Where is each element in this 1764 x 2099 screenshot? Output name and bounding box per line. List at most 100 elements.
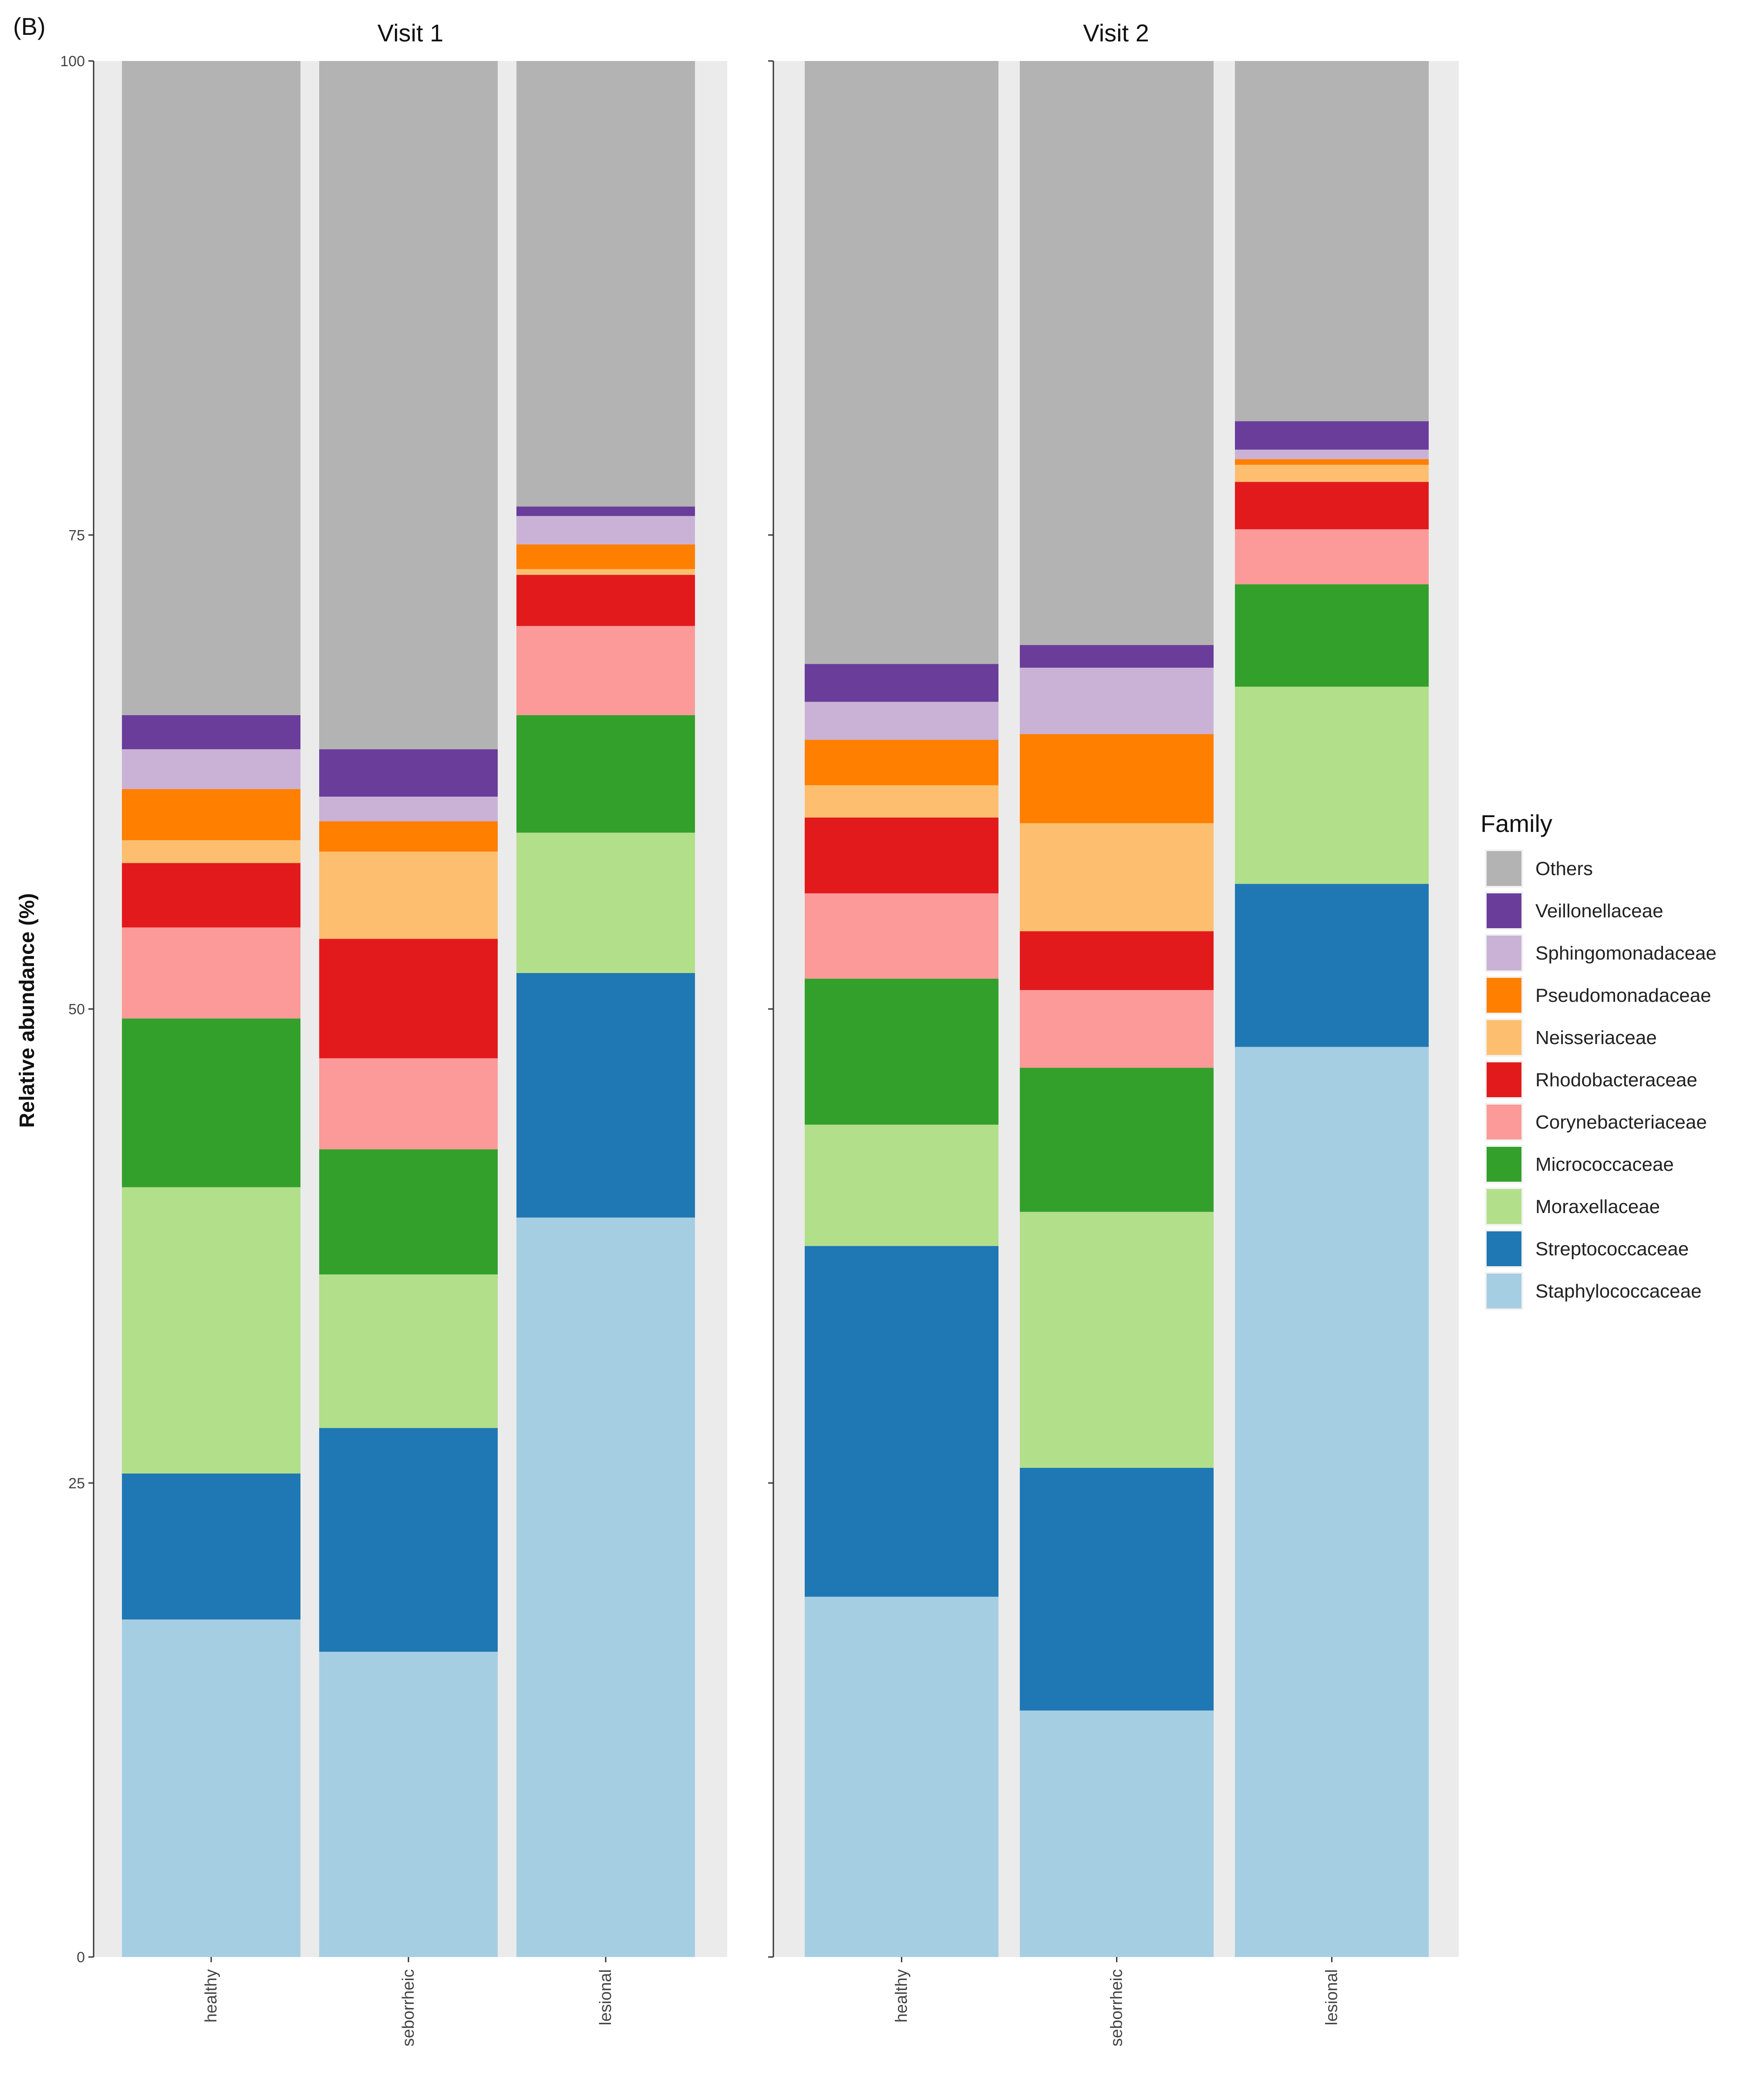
legend-item-corynebacteriaceae: Corynebacteriaceae: [1485, 1103, 1707, 1141]
bar-segment-sphingomonadaceae: [122, 749, 300, 789]
bar-segment-others: [1235, 61, 1429, 422]
bar-segment-others: [122, 61, 300, 715]
bar-segment-moraxellaceae: [122, 1187, 300, 1474]
bar-segment-pseudomonadaceae: [516, 544, 695, 569]
bar-segment-moraxellaceae: [516, 832, 695, 973]
x-tick-label: seborrheic: [1108, 1969, 1126, 2046]
legend-item-sphingomonadaceae: Sphingomonadaceae: [1485, 934, 1717, 972]
bar-segment-neisseriaceae: [516, 569, 695, 575]
legend-swatch: [1487, 1062, 1521, 1097]
bar-segment-micrococcaceae: [319, 1149, 498, 1274]
x-tick-label: seborrheic: [399, 1969, 418, 2046]
panel-1: Visit 1 0 25 50 75 100 healthy seborrheic lesion…: [60, 19, 727, 2046]
legend-label: Others: [1535, 858, 1593, 879]
legend-label: Micrococcaceae: [1535, 1154, 1674, 1175]
bar-segment-pseudomonadaceae: [1020, 734, 1214, 823]
bar-segment-moraxellaceae: [1235, 686, 1429, 884]
bar-segment-staphylococcaceae: [516, 1217, 695, 1957]
bar-seborrheic: seborrheic: [319, 61, 498, 2046]
bar-segment-others: [1020, 61, 1214, 645]
legend-label: Neisseriaceae: [1535, 1027, 1657, 1048]
bar-segment-pseudomonadaceae: [122, 789, 300, 841]
panel-title: Visit 1: [378, 19, 443, 47]
bar-segment-veillonellaceae: [122, 715, 300, 750]
bar-segment-rhodobacteraceae: [122, 863, 300, 928]
bar-segment-neisseriaceae: [805, 785, 998, 818]
bar-segment-rhodobacteraceae: [1235, 482, 1429, 530]
legend-item-veillonellaceae: Veillonellaceae: [1485, 892, 1663, 930]
bar-lesional: lesional: [1235, 61, 1429, 2025]
y-tick-label: 75: [68, 527, 85, 544]
bar-segment-moraxellaceae: [319, 1274, 498, 1428]
legend-swatch: [1487, 936, 1521, 970]
bar-segment-sphingomonadaceae: [516, 516, 695, 545]
y-tick-label: 50: [68, 1001, 85, 1018]
bar-segment-rhodobacteraceae: [805, 817, 998, 893]
legend-item-micrococcaceae: Micrococcaceae: [1485, 1145, 1674, 1183]
legend-swatch: [1487, 1105, 1521, 1139]
bar-segment-corynebacteriaceae: [1020, 990, 1214, 1068]
bar-segment-micrococcaceae: [516, 715, 695, 833]
bar-segment-neisseriaceae: [122, 840, 300, 863]
x-tick-label: healthy: [202, 1969, 220, 2023]
legend-label: Veillonellaceae: [1535, 900, 1663, 922]
bar-segment-corynebacteriaceae: [516, 626, 695, 715]
legend-label: Corynebacteriaceae: [1535, 1112, 1707, 1133]
legend-item-neisseriaceae: Neisseriaceae: [1485, 1018, 1657, 1057]
bar-segment-micrococcaceae: [122, 1018, 300, 1187]
legend-swatch: [1487, 1189, 1521, 1224]
legend-item-others: Others: [1485, 849, 1593, 888]
legend-swatch: [1487, 1020, 1521, 1055]
panel-label: (B): [13, 13, 46, 40]
legend-swatch: [1487, 1231, 1521, 1266]
y-tick-label: 100: [60, 53, 85, 70]
legend-item-pseudomonadaceae: Pseudomonadaceae: [1485, 976, 1711, 1014]
bar-segment-corynebacteriaceae: [319, 1058, 498, 1149]
bar-segment-corynebacteriaceae: [1235, 529, 1429, 585]
legend-label: Pseudomonadaceae: [1535, 985, 1711, 1006]
bar-segment-sphingomonadaceae: [1235, 450, 1429, 460]
bar-healthy: healthy: [122, 61, 300, 2023]
bar-segment-pseudomonadaceae: [319, 821, 498, 852]
legend: Family Others Veillonellaceae Sphingomonad…: [1481, 810, 1717, 1310]
bar-segment-neisseriaceae: [319, 852, 498, 939]
bar-segment-pseudomonadaceae: [805, 740, 998, 785]
panels: Visit 1 0 25 50 75 100 healthy seborrheic lesion…: [60, 19, 1459, 2046]
bar-segment-staphylococcaceae: [1235, 1047, 1429, 1957]
bar-segment-rhodobacteraceae: [319, 939, 498, 1058]
bar-segment-neisseriaceae: [1235, 465, 1429, 482]
legend-item-streptococcaceae: Streptococcaceae: [1485, 1230, 1689, 1268]
bar-segment-others: [516, 61, 695, 507]
bar-segment-others: [319, 61, 498, 750]
bar-segment-pseudomonadaceae: [1235, 459, 1429, 465]
bar-segment-micrococcaceae: [1020, 1068, 1214, 1212]
legend-label: Moraxellaceae: [1535, 1196, 1660, 1217]
bar-lesional: lesional: [516, 61, 695, 2025]
bar-segment-staphylococcaceae: [805, 1596, 998, 1957]
x-tick-label: lesional: [597, 1969, 615, 2025]
bar-segment-rhodobacteraceae: [516, 575, 695, 626]
bar-segment-staphylococcaceae: [1020, 1710, 1214, 1957]
bar-segment-streptococcaceae: [1235, 884, 1429, 1047]
bar-segment-sphingomonadaceae: [805, 702, 998, 740]
legend-item-moraxellaceae: Moraxellaceae: [1485, 1187, 1660, 1226]
bar-segment-streptococcaceae: [319, 1428, 498, 1652]
legend-label: Staphylococcaceae: [1535, 1281, 1702, 1302]
bar-segment-streptococcaceae: [1020, 1467, 1214, 1711]
legend-label: Rhodobacteraceae: [1535, 1069, 1697, 1091]
bar-segment-neisseriaceae: [1020, 823, 1214, 932]
bar-segment-micrococcaceae: [805, 978, 998, 1125]
x-tick-label: lesional: [1323, 1969, 1341, 2025]
legend-swatch: [1487, 851, 1521, 886]
bar-segment-veillonellaceae: [1020, 645, 1214, 668]
bar-segment-moraxellaceae: [1020, 1212, 1214, 1468]
bar-segment-staphylococcaceae: [122, 1619, 300, 1957]
legend-item-staphylococcaceae: Staphylococcaceae: [1485, 1272, 1702, 1310]
legend-swatch: [1487, 1274, 1521, 1308]
panel-2: Visit 2 healthy seborrheic lesional: [768, 19, 1459, 2046]
legend-swatch: [1487, 1147, 1521, 1182]
bar-segment-streptococcaceae: [805, 1246, 998, 1597]
bar-seborrheic: seborrheic: [1020, 61, 1214, 2046]
bar-segment-corynebacteriaceae: [805, 893, 998, 979]
